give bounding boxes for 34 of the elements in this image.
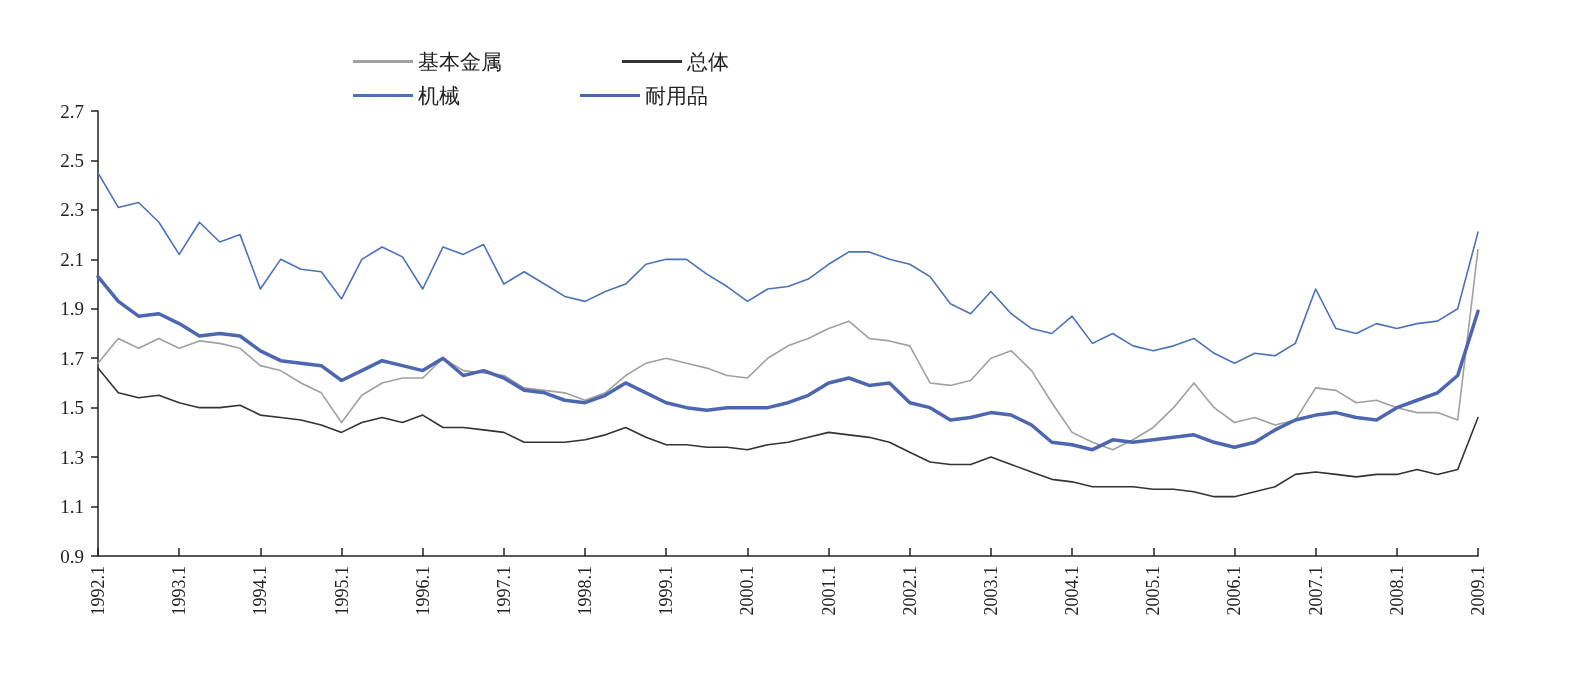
x-tick-label: 2006.1	[1224, 566, 1245, 616]
x-tick-label: 2004.1	[1062, 566, 1083, 616]
x-tick-label: 1997.1	[493, 566, 514, 616]
x-tick-label: 1993.1	[169, 566, 190, 616]
x-tick-label: 1995.1	[331, 566, 352, 616]
line-series	[97, 367, 1479, 498]
x-tick-label: 2009.1	[1468, 566, 1488, 616]
x-tick-label: 2008.1	[1386, 566, 1407, 616]
legend-label: 总体	[686, 49, 729, 74]
y-tick-label: 2.1	[60, 248, 84, 270]
x-tick-label: 2007.1	[1305, 566, 1326, 616]
x-tick-label: 1998.1	[575, 566, 596, 616]
x-tick-label: 1999.1	[656, 566, 677, 616]
x-tick-label: 1996.1	[412, 566, 433, 616]
x-tick-label: 2000.1	[737, 566, 758, 616]
y-tick-label: 1.5	[60, 397, 84, 419]
x-tick-label: 2003.1	[980, 566, 1001, 616]
y-tick-label: 2.7	[60, 100, 84, 122]
y-tick-label: 1.7	[60, 347, 84, 369]
y-tick-label: 1.1	[60, 496, 84, 518]
x-tick-label: 2001.1	[818, 566, 839, 616]
x-tick-label: 1994.1	[250, 566, 271, 616]
y-tick-label: 2.3	[60, 199, 84, 221]
y-tick-label: 2.5	[60, 149, 84, 171]
line-series	[97, 172, 1479, 364]
y-tick-label: 1.3	[60, 446, 84, 468]
legend-label: 基本金属	[418, 49, 502, 74]
x-tick-label: 1992.1	[88, 566, 108, 616]
legend-label: 耐用品	[645, 83, 708, 108]
legend-label: 机械	[418, 83, 460, 108]
y-tick-label: 1.9	[60, 298, 84, 320]
x-tick-label: 2005.1	[1143, 566, 1164, 616]
y-tick-label: 0.9	[60, 545, 84, 567]
x-tick-label: 2002.1	[899, 566, 920, 616]
